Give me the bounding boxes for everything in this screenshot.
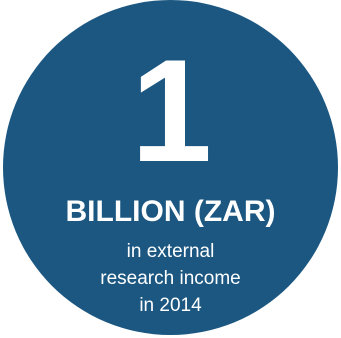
stat-description-line-1: in external — [126, 241, 215, 262]
stat-description-line-3: in 2014 — [139, 295, 202, 316]
stat-unit: BILLION (ZAR) — [65, 195, 276, 228]
stat-circle — [3, 0, 338, 335]
stat-number: 1 — [130, 29, 212, 192]
stat-description: in external research income in 2014 — [0, 238, 341, 319]
stat-description-line-2: research income — [100, 268, 241, 289]
